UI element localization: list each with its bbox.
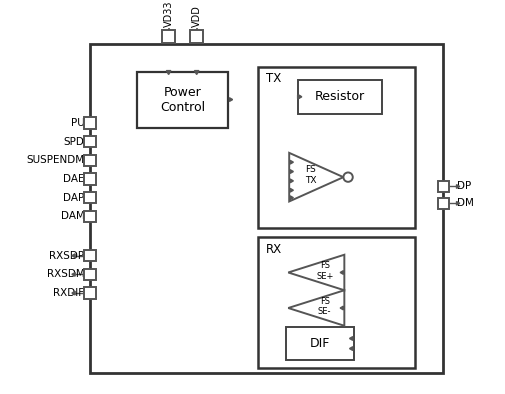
Text: VDD: VDD [192, 5, 201, 27]
Bar [84, 269, 96, 280]
Circle shape [343, 173, 353, 182]
Text: DP: DP [457, 182, 471, 191]
Bar [84, 288, 96, 299]
Text: SE-: SE- [318, 307, 331, 316]
Text: RXSDM: RXSDM [47, 269, 84, 279]
Polygon shape [288, 290, 344, 326]
Text: DIF: DIF [310, 337, 330, 350]
Bar [84, 192, 96, 203]
Bar [137, 72, 228, 128]
Text: PU: PU [71, 118, 84, 128]
Bar [259, 67, 416, 228]
Bar [84, 250, 96, 261]
Polygon shape [289, 153, 343, 201]
Bar [84, 117, 96, 128]
Bar [190, 30, 203, 43]
Bar [84, 173, 96, 185]
Polygon shape [166, 71, 171, 74]
Text: RX: RX [266, 243, 282, 256]
Bar [297, 80, 382, 113]
Polygon shape [290, 179, 293, 183]
Polygon shape [297, 95, 301, 98]
Polygon shape [72, 291, 75, 295]
Text: TX: TX [305, 177, 317, 186]
Text: Resistor: Resistor [315, 90, 365, 103]
Text: FS: FS [320, 262, 330, 270]
Text: DAP: DAP [63, 193, 84, 203]
Text: Power
Control: Power Control [160, 85, 205, 113]
Text: DAE: DAE [63, 174, 84, 184]
Text: VD33: VD33 [164, 0, 174, 27]
Text: RXDIF: RXDIF [54, 288, 84, 298]
Text: FS: FS [320, 297, 330, 306]
Polygon shape [349, 347, 353, 350]
Polygon shape [298, 95, 302, 98]
Text: SPD: SPD [64, 137, 84, 147]
Bar [84, 155, 96, 166]
Polygon shape [340, 271, 343, 274]
Text: FS: FS [306, 165, 316, 174]
Bar [90, 45, 443, 374]
Bar [286, 327, 354, 361]
Polygon shape [290, 188, 293, 192]
Text: RXSDP: RXSDP [49, 251, 84, 261]
Polygon shape [290, 196, 293, 200]
Text: SE+: SE+ [316, 272, 333, 281]
Polygon shape [457, 201, 460, 205]
Polygon shape [340, 306, 343, 310]
Polygon shape [457, 185, 460, 188]
Polygon shape [349, 336, 353, 340]
Text: DM: DM [457, 198, 473, 208]
Bar [438, 181, 449, 192]
Bar [84, 136, 96, 147]
Polygon shape [288, 255, 344, 290]
Bar [84, 211, 96, 222]
Text: DAM: DAM [61, 212, 84, 221]
Bar [259, 237, 416, 368]
Polygon shape [290, 170, 293, 173]
Bar [438, 198, 449, 209]
Polygon shape [290, 160, 293, 164]
Bar [162, 30, 175, 43]
Polygon shape [72, 273, 75, 276]
Text: TX: TX [266, 72, 281, 85]
Polygon shape [194, 71, 199, 74]
Polygon shape [229, 98, 233, 101]
Polygon shape [72, 254, 75, 258]
Text: SUSPENDM: SUSPENDM [26, 155, 84, 165]
